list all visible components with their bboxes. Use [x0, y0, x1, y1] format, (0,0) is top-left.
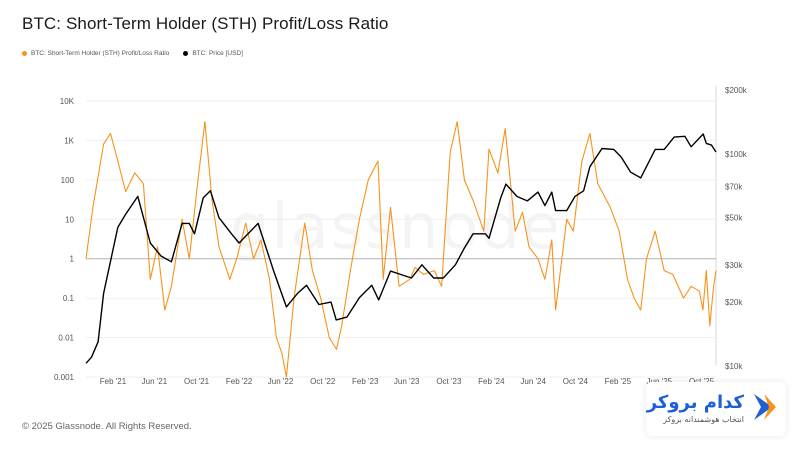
left-tick-label: 1: [70, 255, 75, 264]
legend-label-price: BTC: Price [USD]: [192, 50, 243, 57]
legend-swatch-sth-ratio: [22, 51, 27, 56]
x-tick-label: Oct '23: [436, 377, 462, 386]
legend-item-price[interactable]: BTC: Price [USD]: [183, 50, 243, 57]
left-tick-label: 100: [61, 176, 75, 185]
right-tick-label: $30k: [725, 261, 743, 270]
left-tick-label: 0.001: [54, 373, 75, 382]
x-tick-label: Oct '22: [310, 377, 336, 386]
legend: BTC: Short-Term Holder (STH) Profit/Loss…: [22, 50, 243, 57]
x-tick-label: Jun '21: [142, 377, 168, 386]
left-tick-label: 0.1: [63, 294, 75, 303]
x-tick-label: Oct '21: [184, 377, 210, 386]
right-tick-label: $100k: [725, 150, 748, 159]
x-tick-label: Jun '23: [394, 377, 420, 386]
series-layer: [85, 121, 717, 378]
x-tick-label: Jun '22: [268, 377, 294, 386]
x-tick-label: Oct '25: [689, 377, 715, 386]
right-axis: $10k $20k $30k $50k $70k $100k $200k: [725, 86, 748, 371]
x-tick-label: Feb '21: [100, 377, 127, 386]
brand-name: کدام بروکر: [646, 392, 744, 413]
left-axis: 0.001 0.01 0.1 1 10 100 1K 10K: [54, 97, 75, 382]
legend-swatch-price: [183, 51, 189, 56]
copyright-notice: © 2025 Glassnode. All Rights Reserved.: [22, 421, 192, 432]
right-tick-label: $70k: [725, 183, 743, 192]
left-tick-label: 0.01: [58, 334, 74, 343]
legend-label-sth-ratio: BTC: Short-Term Holder (STH) Profit/Loss…: [31, 50, 170, 57]
left-tick-label: 10K: [60, 97, 75, 106]
x-tick-label: Oct '24: [563, 377, 589, 386]
left-tick-label: 1K: [64, 136, 74, 145]
x-tick-label: Jun '24: [520, 377, 546, 386]
series-line-sth-ratio: [85, 121, 717, 378]
x-tick-label: Feb '25: [605, 377, 632, 386]
left-tick-label: 10: [65, 215, 74, 224]
x-axis: Feb '21 Jun '21 Oct '21 Feb '22 Jun '22 Oct '…: [100, 377, 715, 386]
x-tick-label: Feb '23: [352, 377, 379, 386]
brand-badge[interactable]: کدام بروکر انتخاب هوشمندانه بروکر: [646, 382, 786, 436]
x-tick-label: Feb '22: [226, 377, 253, 386]
series-line-price: [85, 133, 717, 364]
legend-item-sth-ratio[interactable]: BTC: Short-Term Holder (STH) Profit/Loss…: [22, 50, 169, 57]
brand-logo-icon: [754, 394, 776, 420]
x-tick-label: Jun '25: [647, 377, 673, 386]
chart-title: BTC: Short-Term Holder (STH) Profit/Loss…: [22, 14, 389, 33]
x-tick-label: Feb '24: [478, 377, 505, 386]
grid-lines: [86, 86, 717, 378]
right-tick-label: $10k: [725, 362, 743, 371]
right-tick-label: $20k: [725, 298, 743, 307]
right-tick-label: $50k: [725, 214, 743, 223]
right-tick-label: $200k: [725, 86, 748, 95]
brand-tagline: انتخاب هوشمندانه بروکر: [663, 415, 744, 424]
